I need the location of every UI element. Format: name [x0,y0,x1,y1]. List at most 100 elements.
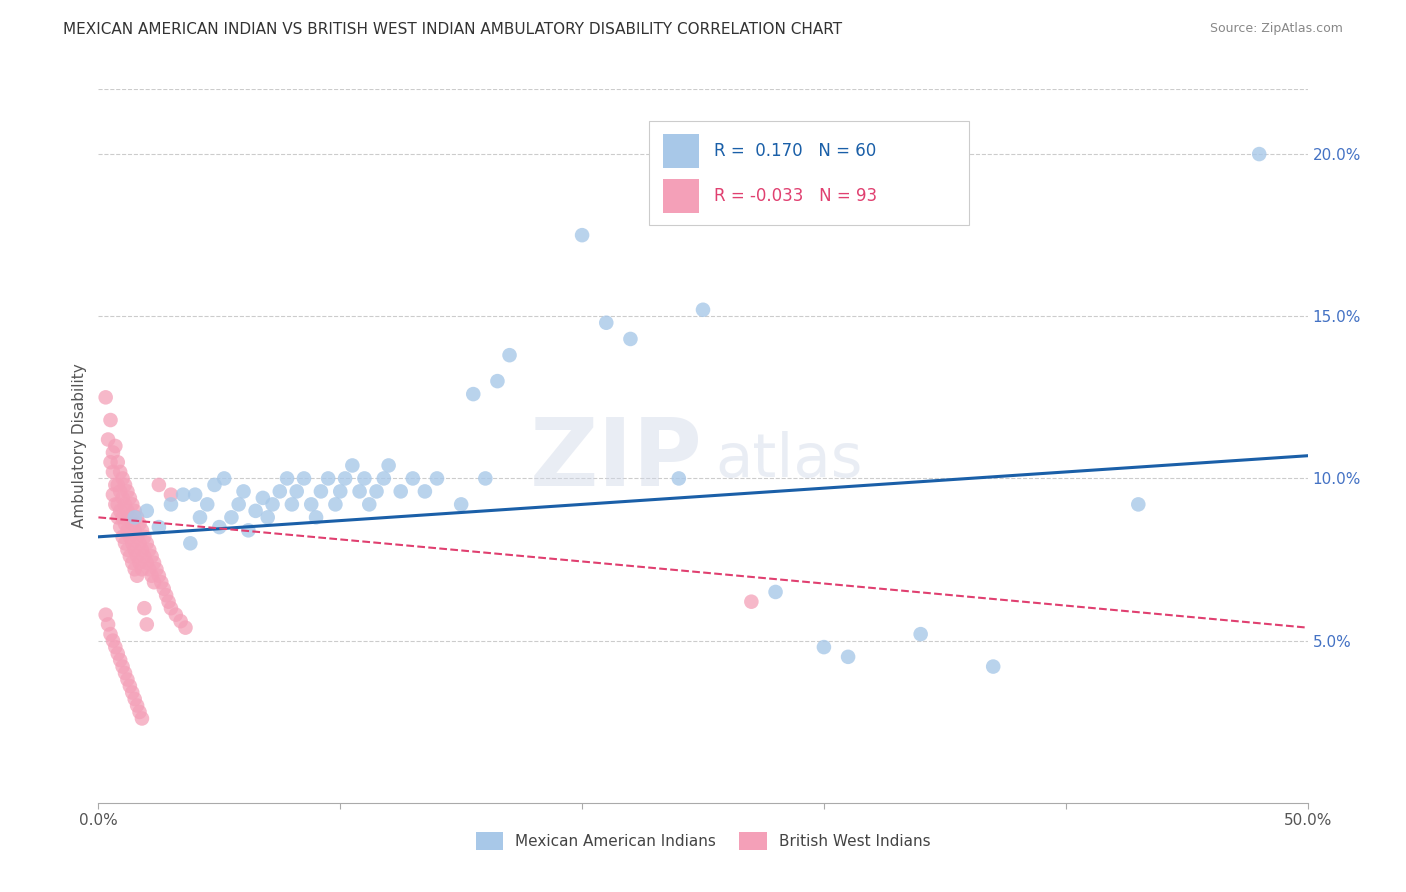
Point [299,497,322,511]
Point [813,640,835,654]
Point [135,556,157,570]
Point [349,484,371,499]
Point [108,484,131,499]
Point [359,497,381,511]
Point [121,556,143,570]
Point [245,504,267,518]
Point [134,530,156,544]
Point [619,332,641,346]
Text: R =  0.170   N = 60: R = 0.170 N = 60 [714,143,876,161]
Point [104,439,127,453]
Point [172,488,194,502]
Point [127,568,149,582]
Point [1249,147,1271,161]
Point [100,413,122,427]
Point [131,542,153,557]
Point [114,478,136,492]
Point [114,497,136,511]
Point [97,433,120,447]
Point [377,458,399,473]
Point [104,497,127,511]
Point [111,530,134,544]
Point [128,536,150,550]
Point [285,484,308,499]
Point [111,510,134,524]
Text: MEXICAN AMERICAN INDIAN VS BRITISH WEST INDIAN AMBULATORY DISABILITY CORRELATION: MEXICAN AMERICAN INDIAN VS BRITISH WEST … [63,22,842,37]
Point [101,445,124,459]
Point [571,228,593,243]
Point [155,588,177,602]
Point [184,488,207,502]
Point [463,387,485,401]
Point [131,524,153,538]
Point [174,621,197,635]
Point [212,471,235,485]
Point [111,659,134,673]
Point [595,316,617,330]
Point [325,497,347,511]
Point [135,536,157,550]
Point [135,617,157,632]
Text: atlas: atlas [716,431,863,490]
Point [692,302,714,317]
Y-axis label: Ambulatory Disability: Ambulatory Disability [72,364,87,528]
Point [127,510,149,524]
Point [262,497,284,511]
Point [228,497,250,511]
Point [117,542,139,557]
Point [101,488,124,502]
Point [981,659,1004,673]
Point [486,374,509,388]
Point [124,542,146,557]
Point [128,516,150,531]
Point [740,595,762,609]
Point [111,471,134,485]
Point [148,478,170,492]
Point [389,484,412,499]
Point [104,478,127,492]
Point [309,484,332,499]
Point [131,562,153,576]
Point [124,524,146,538]
Point [107,510,129,524]
Point [353,471,375,485]
Point [118,510,141,524]
Point [160,497,183,511]
Point [141,568,163,582]
Point [232,484,254,499]
Point [256,510,278,524]
Point [238,524,260,538]
Point [108,465,131,479]
FancyBboxPatch shape [648,121,969,225]
Point [107,497,129,511]
Point [111,491,134,505]
Point [124,504,146,518]
Point [100,455,122,469]
Point [101,633,124,648]
Point [188,510,211,524]
Point [107,455,129,469]
Point [127,530,149,544]
Point [157,595,180,609]
Point [474,471,496,485]
Point [150,575,173,590]
Point [121,497,143,511]
Point [160,601,183,615]
Point [131,711,153,725]
Point [118,549,141,564]
Point [169,614,191,628]
Point [118,530,141,544]
Point [179,536,201,550]
Point [118,679,141,693]
Point [165,607,187,622]
Point [145,562,167,576]
Point [316,471,339,485]
Point [152,582,174,596]
Point [127,549,149,564]
Point [426,471,449,485]
Point [107,478,129,492]
Point [148,568,170,582]
Point [305,510,328,524]
Point [117,524,139,538]
Point [276,471,298,485]
